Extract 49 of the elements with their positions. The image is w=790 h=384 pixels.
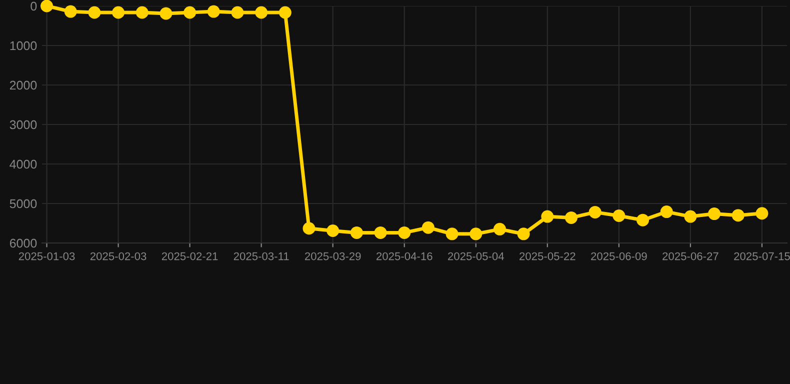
x-tick-label: 2025-06-09 xyxy=(591,252,647,260)
point xyxy=(350,226,363,239)
y-tick-label: 4000 xyxy=(10,160,37,169)
point xyxy=(565,211,578,224)
y-tick-label: 6000 xyxy=(10,238,37,248)
y-tick-label: 1000 xyxy=(10,41,37,50)
point xyxy=(374,226,387,239)
point xyxy=(517,228,530,240)
x-tick-label: 2025-02-21 xyxy=(162,252,218,260)
x-tick-label: 2025-04-16 xyxy=(376,252,432,260)
point xyxy=(302,222,316,235)
x-tick-label: 2025-01-03 xyxy=(18,252,75,260)
y-tick-label: 0 xyxy=(30,2,37,11)
point xyxy=(160,7,172,20)
point xyxy=(398,226,411,239)
point xyxy=(588,206,602,218)
x-tick-label: 2025-05-04 xyxy=(448,252,504,260)
x-tick-label: 2025-03-11 xyxy=(234,252,289,260)
point xyxy=(278,6,292,19)
point xyxy=(732,209,744,222)
y-tick-label: 3000 xyxy=(10,120,37,130)
point xyxy=(493,222,506,236)
x-tick-label: 2025-02-03 xyxy=(90,252,146,260)
point xyxy=(636,214,650,226)
point xyxy=(136,6,148,19)
point xyxy=(541,210,554,223)
point xyxy=(684,210,697,223)
y-tick-label: 2000 xyxy=(10,80,37,90)
point xyxy=(660,206,673,218)
x-tick-label: 2025-06-27 xyxy=(662,252,718,260)
point xyxy=(612,209,626,222)
point xyxy=(184,6,196,19)
y-tick-label: 5000 xyxy=(10,199,37,208)
point xyxy=(255,6,268,19)
x-tick-label: 2025-05-22 xyxy=(520,252,576,260)
point xyxy=(422,221,434,234)
point xyxy=(756,207,768,220)
point xyxy=(326,224,340,238)
point xyxy=(446,228,458,240)
point xyxy=(708,208,721,220)
point xyxy=(470,228,482,240)
x-tick-label: 2025-03-29 xyxy=(304,252,361,260)
point xyxy=(64,5,77,18)
x-tick-label: 2025-07-15 xyxy=(734,252,790,260)
point xyxy=(207,5,220,18)
point xyxy=(231,6,244,19)
point xyxy=(40,0,54,12)
point xyxy=(112,6,125,19)
point xyxy=(88,6,101,19)
